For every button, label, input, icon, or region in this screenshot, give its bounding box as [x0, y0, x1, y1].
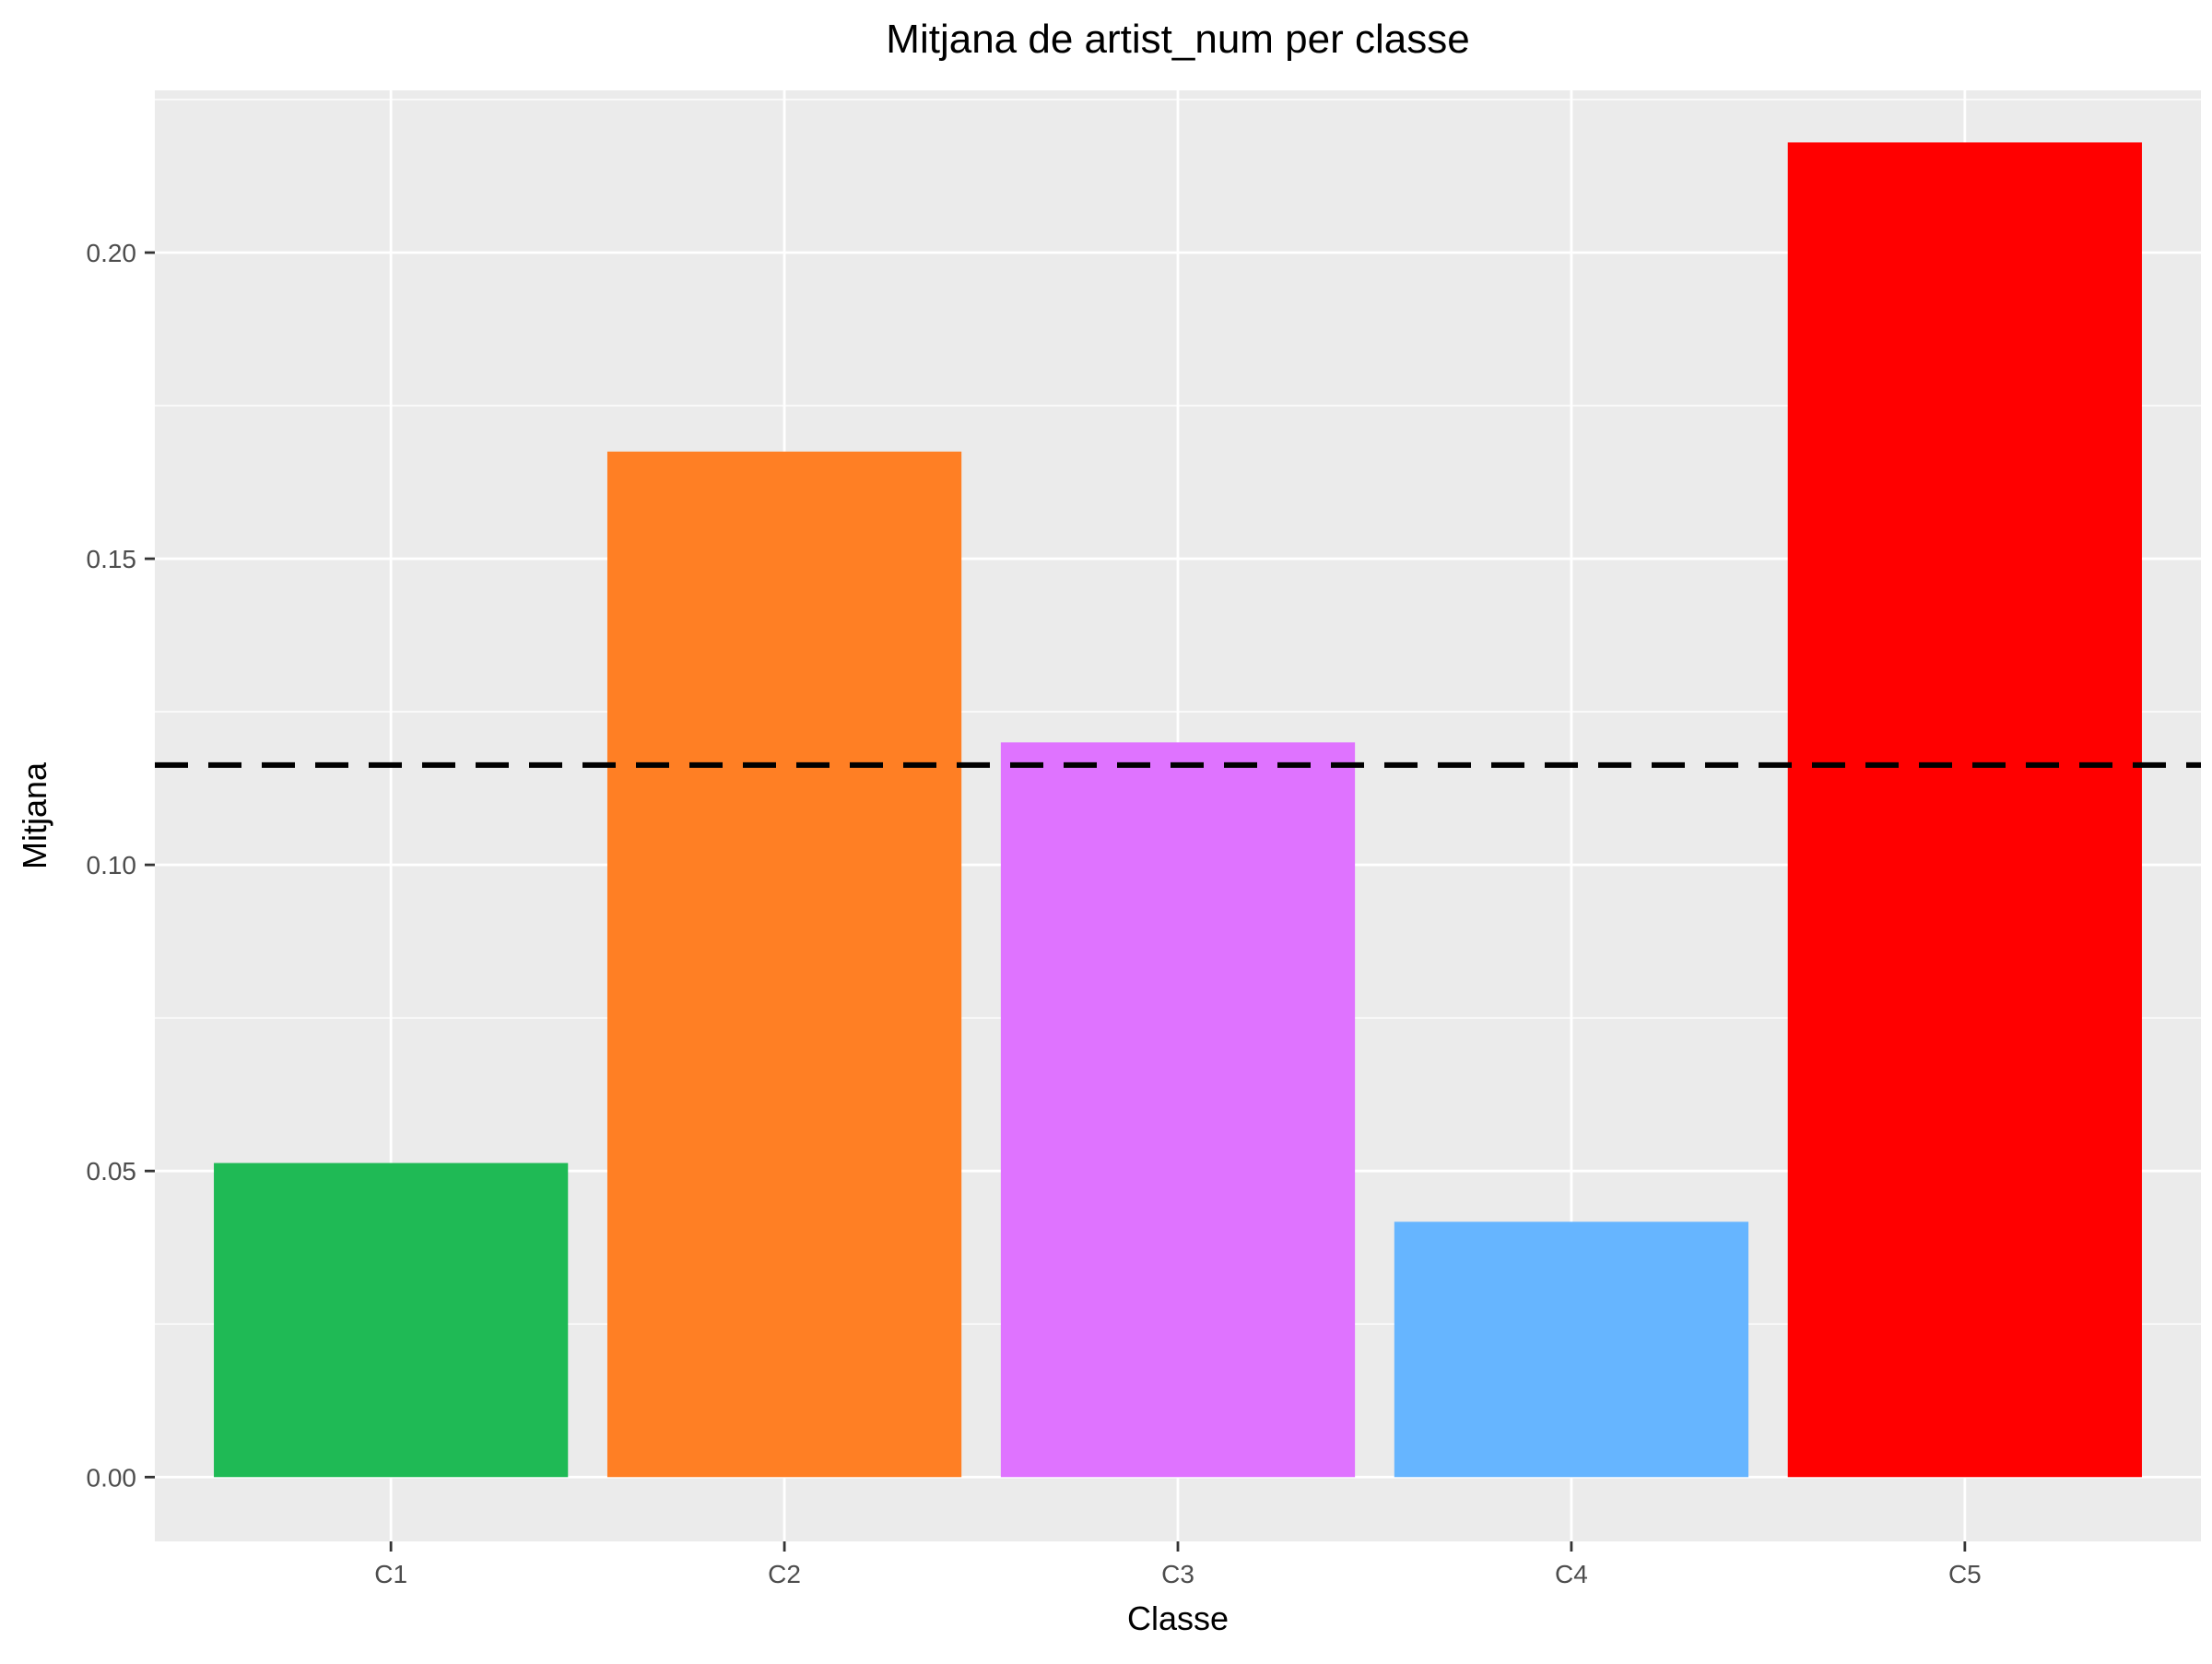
bar-c4	[1394, 1221, 1749, 1478]
bar-c3	[1000, 742, 1356, 1478]
x-tick-label: C5	[1948, 1560, 1982, 1588]
x-tick-label: C4	[1555, 1560, 1588, 1588]
bar-c5	[1787, 142, 2142, 1478]
y-tick-label: 0.10	[87, 851, 137, 879]
bars-group	[214, 142, 2142, 1478]
chart-title: Mitjana de artist_num per classe	[886, 17, 1469, 62]
x-axis-label: Classe	[1127, 1599, 1229, 1637]
x-tick-label: C1	[374, 1560, 407, 1588]
x-axis: C1 C2 C3 C4 C5	[374, 1541, 1982, 1588]
y-axis: 0.00 0.05 0.10 0.15 0.20	[87, 239, 155, 1492]
y-tick-label: 0.00	[87, 1463, 137, 1492]
y-tick-label: 0.15	[87, 545, 137, 573]
bar-c2	[606, 451, 962, 1478]
bar-c1	[214, 1162, 569, 1478]
y-axis-label: Mitjana	[16, 761, 53, 869]
x-tick-label: C2	[768, 1560, 801, 1588]
y-tick-label: 0.20	[87, 239, 137, 267]
y-tick-label: 0.05	[87, 1157, 137, 1186]
x-tick-label: C3	[1161, 1560, 1194, 1588]
